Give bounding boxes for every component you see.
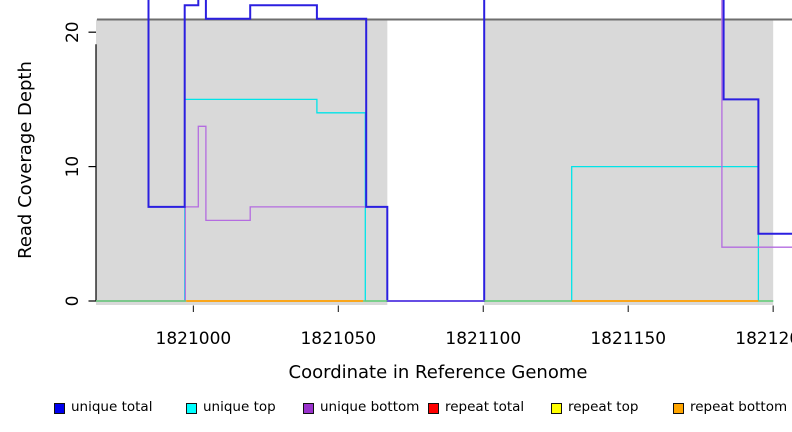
legend-item-label: repeat bottom bbox=[690, 399, 788, 415]
legend-swatch bbox=[428, 403, 439, 414]
x-tick-label: 1821100 bbox=[445, 329, 521, 349]
series-line-unique-bottom bbox=[96, 0, 792, 302]
legend-swatch bbox=[673, 403, 684, 414]
x-tick-label: 1821150 bbox=[590, 329, 666, 349]
shaded-region bbox=[96, 19, 388, 305]
legend-swatch bbox=[186, 403, 197, 414]
plot-area: 0102030405060701821000182105018211001821… bbox=[63, 0, 792, 349]
legend-swatch bbox=[303, 403, 314, 414]
shaded-region bbox=[484, 19, 774, 305]
x-axis-title: Coordinate in Reference Genome bbox=[289, 362, 588, 383]
y-tick-label: 20 bbox=[63, 21, 83, 43]
legend-item-label: unique bottom bbox=[320, 399, 420, 415]
chart-legend: unique total unique top unique bottom repea… bbox=[0, 396, 792, 422]
x-tick-label: 1821050 bbox=[300, 329, 376, 349]
x-tick-label: 1821200 bbox=[735, 329, 792, 349]
legend-swatch bbox=[54, 403, 65, 414]
legend-item-label: unique top bbox=[203, 399, 276, 415]
y-axis-title: Read Coverage Depth bbox=[15, 61, 36, 259]
y-tick-label: 10 bbox=[63, 156, 83, 178]
legend-item-label: unique total bbox=[71, 399, 153, 415]
legend-item-label: repeat top bbox=[568, 399, 639, 415]
y-tick-label: 0 bbox=[63, 296, 83, 307]
x-tick-label: 1821000 bbox=[156, 329, 232, 349]
legend-item-label: repeat total bbox=[445, 399, 525, 415]
legend-swatch bbox=[551, 403, 562, 414]
